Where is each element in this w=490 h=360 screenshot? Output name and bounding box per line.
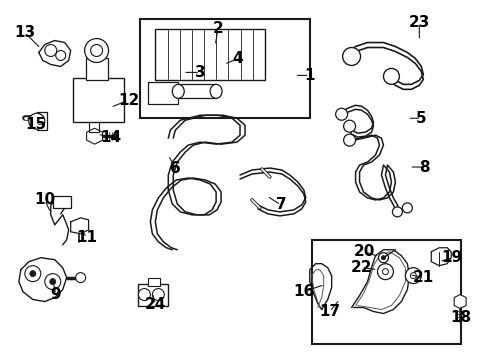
Ellipse shape — [45, 274, 61, 289]
Ellipse shape — [172, 84, 184, 98]
Ellipse shape — [343, 48, 361, 66]
Text: 9: 9 — [50, 287, 61, 302]
Ellipse shape — [152, 289, 164, 301]
Text: 17: 17 — [319, 304, 340, 319]
Text: 12: 12 — [118, 93, 139, 108]
Ellipse shape — [138, 289, 150, 301]
Text: 14: 14 — [100, 130, 121, 145]
Text: 4: 4 — [233, 51, 244, 66]
Ellipse shape — [402, 203, 413, 213]
Ellipse shape — [383, 269, 389, 275]
Ellipse shape — [336, 108, 347, 120]
Text: 16: 16 — [293, 284, 315, 299]
Ellipse shape — [75, 273, 86, 283]
Bar — [86, 58, 107, 80]
Text: 6: 6 — [170, 161, 181, 176]
Text: 21: 21 — [413, 270, 434, 285]
Text: 20: 20 — [354, 244, 375, 259]
Ellipse shape — [56, 50, 66, 60]
Ellipse shape — [377, 264, 393, 280]
Ellipse shape — [29, 113, 45, 129]
Ellipse shape — [45, 45, 57, 57]
Ellipse shape — [343, 120, 356, 132]
Bar — [138, 284, 168, 306]
Ellipse shape — [382, 256, 386, 260]
Text: 8: 8 — [419, 159, 430, 175]
Ellipse shape — [405, 268, 421, 284]
Bar — [141, 19, 310, 118]
Ellipse shape — [85, 39, 108, 62]
Ellipse shape — [378, 253, 389, 263]
Text: 18: 18 — [451, 310, 472, 325]
Text: 7: 7 — [275, 197, 286, 212]
Polygon shape — [454, 294, 466, 309]
Ellipse shape — [384, 68, 399, 84]
Text: 23: 23 — [409, 15, 430, 30]
Bar — [155, 28, 265, 80]
Text: 5: 5 — [416, 111, 427, 126]
Polygon shape — [87, 128, 102, 144]
Text: 22: 22 — [351, 260, 372, 275]
Ellipse shape — [210, 84, 222, 98]
Ellipse shape — [50, 279, 56, 285]
Text: 24: 24 — [145, 297, 166, 312]
Bar — [178, 84, 216, 98]
Bar — [148, 278, 160, 285]
Text: 19: 19 — [441, 250, 463, 265]
Bar — [312, 240, 461, 345]
Bar — [53, 196, 71, 208]
Ellipse shape — [25, 266, 41, 282]
Ellipse shape — [91, 45, 102, 57]
Text: 15: 15 — [25, 117, 47, 132]
Text: 11: 11 — [76, 230, 97, 245]
Text: 3: 3 — [195, 65, 205, 80]
Ellipse shape — [343, 134, 356, 146]
Bar — [148, 82, 178, 104]
Ellipse shape — [392, 207, 402, 217]
Text: 10: 10 — [34, 193, 55, 207]
Text: 2: 2 — [213, 21, 223, 36]
Ellipse shape — [30, 271, 36, 276]
Ellipse shape — [410, 273, 416, 279]
Text: 13: 13 — [14, 25, 35, 40]
Bar — [73, 78, 124, 122]
Text: 1: 1 — [304, 68, 315, 83]
